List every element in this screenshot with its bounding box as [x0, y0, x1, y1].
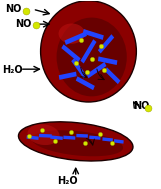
Text: NO: NO: [15, 19, 31, 29]
Text: NO: NO: [133, 101, 150, 111]
Bar: [89, 136, 100, 140]
Bar: [65, 32, 87, 45]
Ellipse shape: [32, 130, 123, 156]
Bar: [80, 39, 97, 64]
Bar: [102, 137, 113, 142]
Text: H₂O: H₂O: [57, 176, 78, 186]
Bar: [98, 57, 117, 65]
Bar: [76, 76, 95, 90]
Bar: [76, 134, 88, 138]
Ellipse shape: [59, 23, 85, 44]
Bar: [63, 136, 75, 140]
Ellipse shape: [28, 124, 60, 145]
Bar: [71, 58, 87, 78]
Bar: [59, 72, 77, 80]
Bar: [83, 29, 104, 40]
Bar: [114, 139, 124, 144]
Ellipse shape: [41, 1, 136, 102]
Bar: [86, 62, 106, 78]
Bar: [27, 135, 39, 140]
Bar: [104, 67, 120, 84]
Text: NO: NO: [5, 4, 22, 14]
Bar: [50, 135, 63, 140]
Text: H₂O: H₂O: [2, 65, 23, 75]
Bar: [98, 34, 114, 53]
Ellipse shape: [57, 18, 127, 96]
Bar: [39, 134, 52, 138]
Bar: [61, 44, 80, 62]
Ellipse shape: [19, 122, 133, 161]
